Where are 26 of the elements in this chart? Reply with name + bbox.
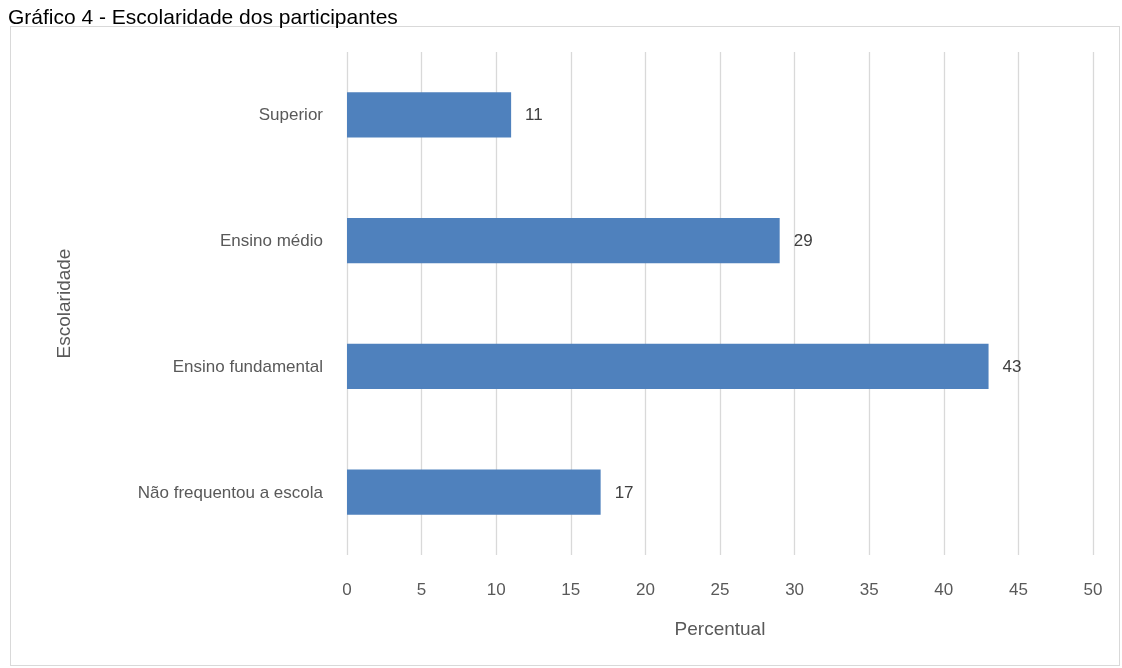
x-tick-label: 25 (710, 580, 730, 599)
x-tick-label: 45 (1008, 580, 1028, 599)
x-tick-label: 10 (486, 580, 506, 599)
x-axis-title: Percentual (674, 618, 766, 639)
x-tick-label: 40 (934, 580, 954, 599)
y-tick-label: Não frequentou a escola (137, 482, 324, 502)
bar (347, 343, 989, 390)
y-tick-label: Superior (258, 105, 324, 125)
y-tick-label: Ensino médio (219, 231, 323, 251)
chart-title: Gráfico 4 - Escolaridade dos participantes (8, 5, 398, 28)
data-label: 43 (1002, 356, 1022, 376)
y-axis-title: Escolaridade (53, 248, 74, 359)
x-tick-label: 20 (635, 580, 655, 599)
y-tick-label: Ensino fundamental (172, 356, 323, 376)
bar (347, 217, 780, 264)
x-tick-label: 30 (785, 580, 805, 599)
x-tick-label: 50 (1083, 580, 1103, 599)
x-tick-label: 15 (561, 580, 581, 599)
x-tick-label: 0 (342, 580, 352, 599)
data-label: 29 (793, 231, 813, 251)
bar (347, 92, 512, 138)
data-label: 17 (614, 482, 634, 502)
data-label: 11 (525, 105, 543, 125)
x-tick-label: 5 (416, 580, 427, 599)
x-tick-label: 35 (859, 580, 879, 599)
bar (347, 469, 601, 515)
